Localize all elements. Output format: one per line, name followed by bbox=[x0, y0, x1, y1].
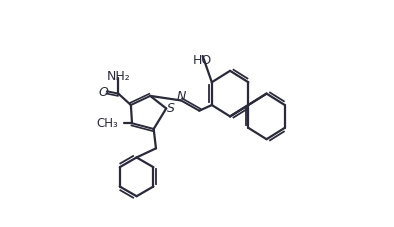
Text: CH₃: CH₃ bbox=[97, 116, 118, 130]
Text: S: S bbox=[167, 101, 175, 114]
Text: O: O bbox=[98, 85, 108, 99]
Text: NH₂: NH₂ bbox=[106, 69, 130, 83]
Text: N: N bbox=[177, 89, 186, 103]
Text: HO: HO bbox=[193, 54, 212, 67]
